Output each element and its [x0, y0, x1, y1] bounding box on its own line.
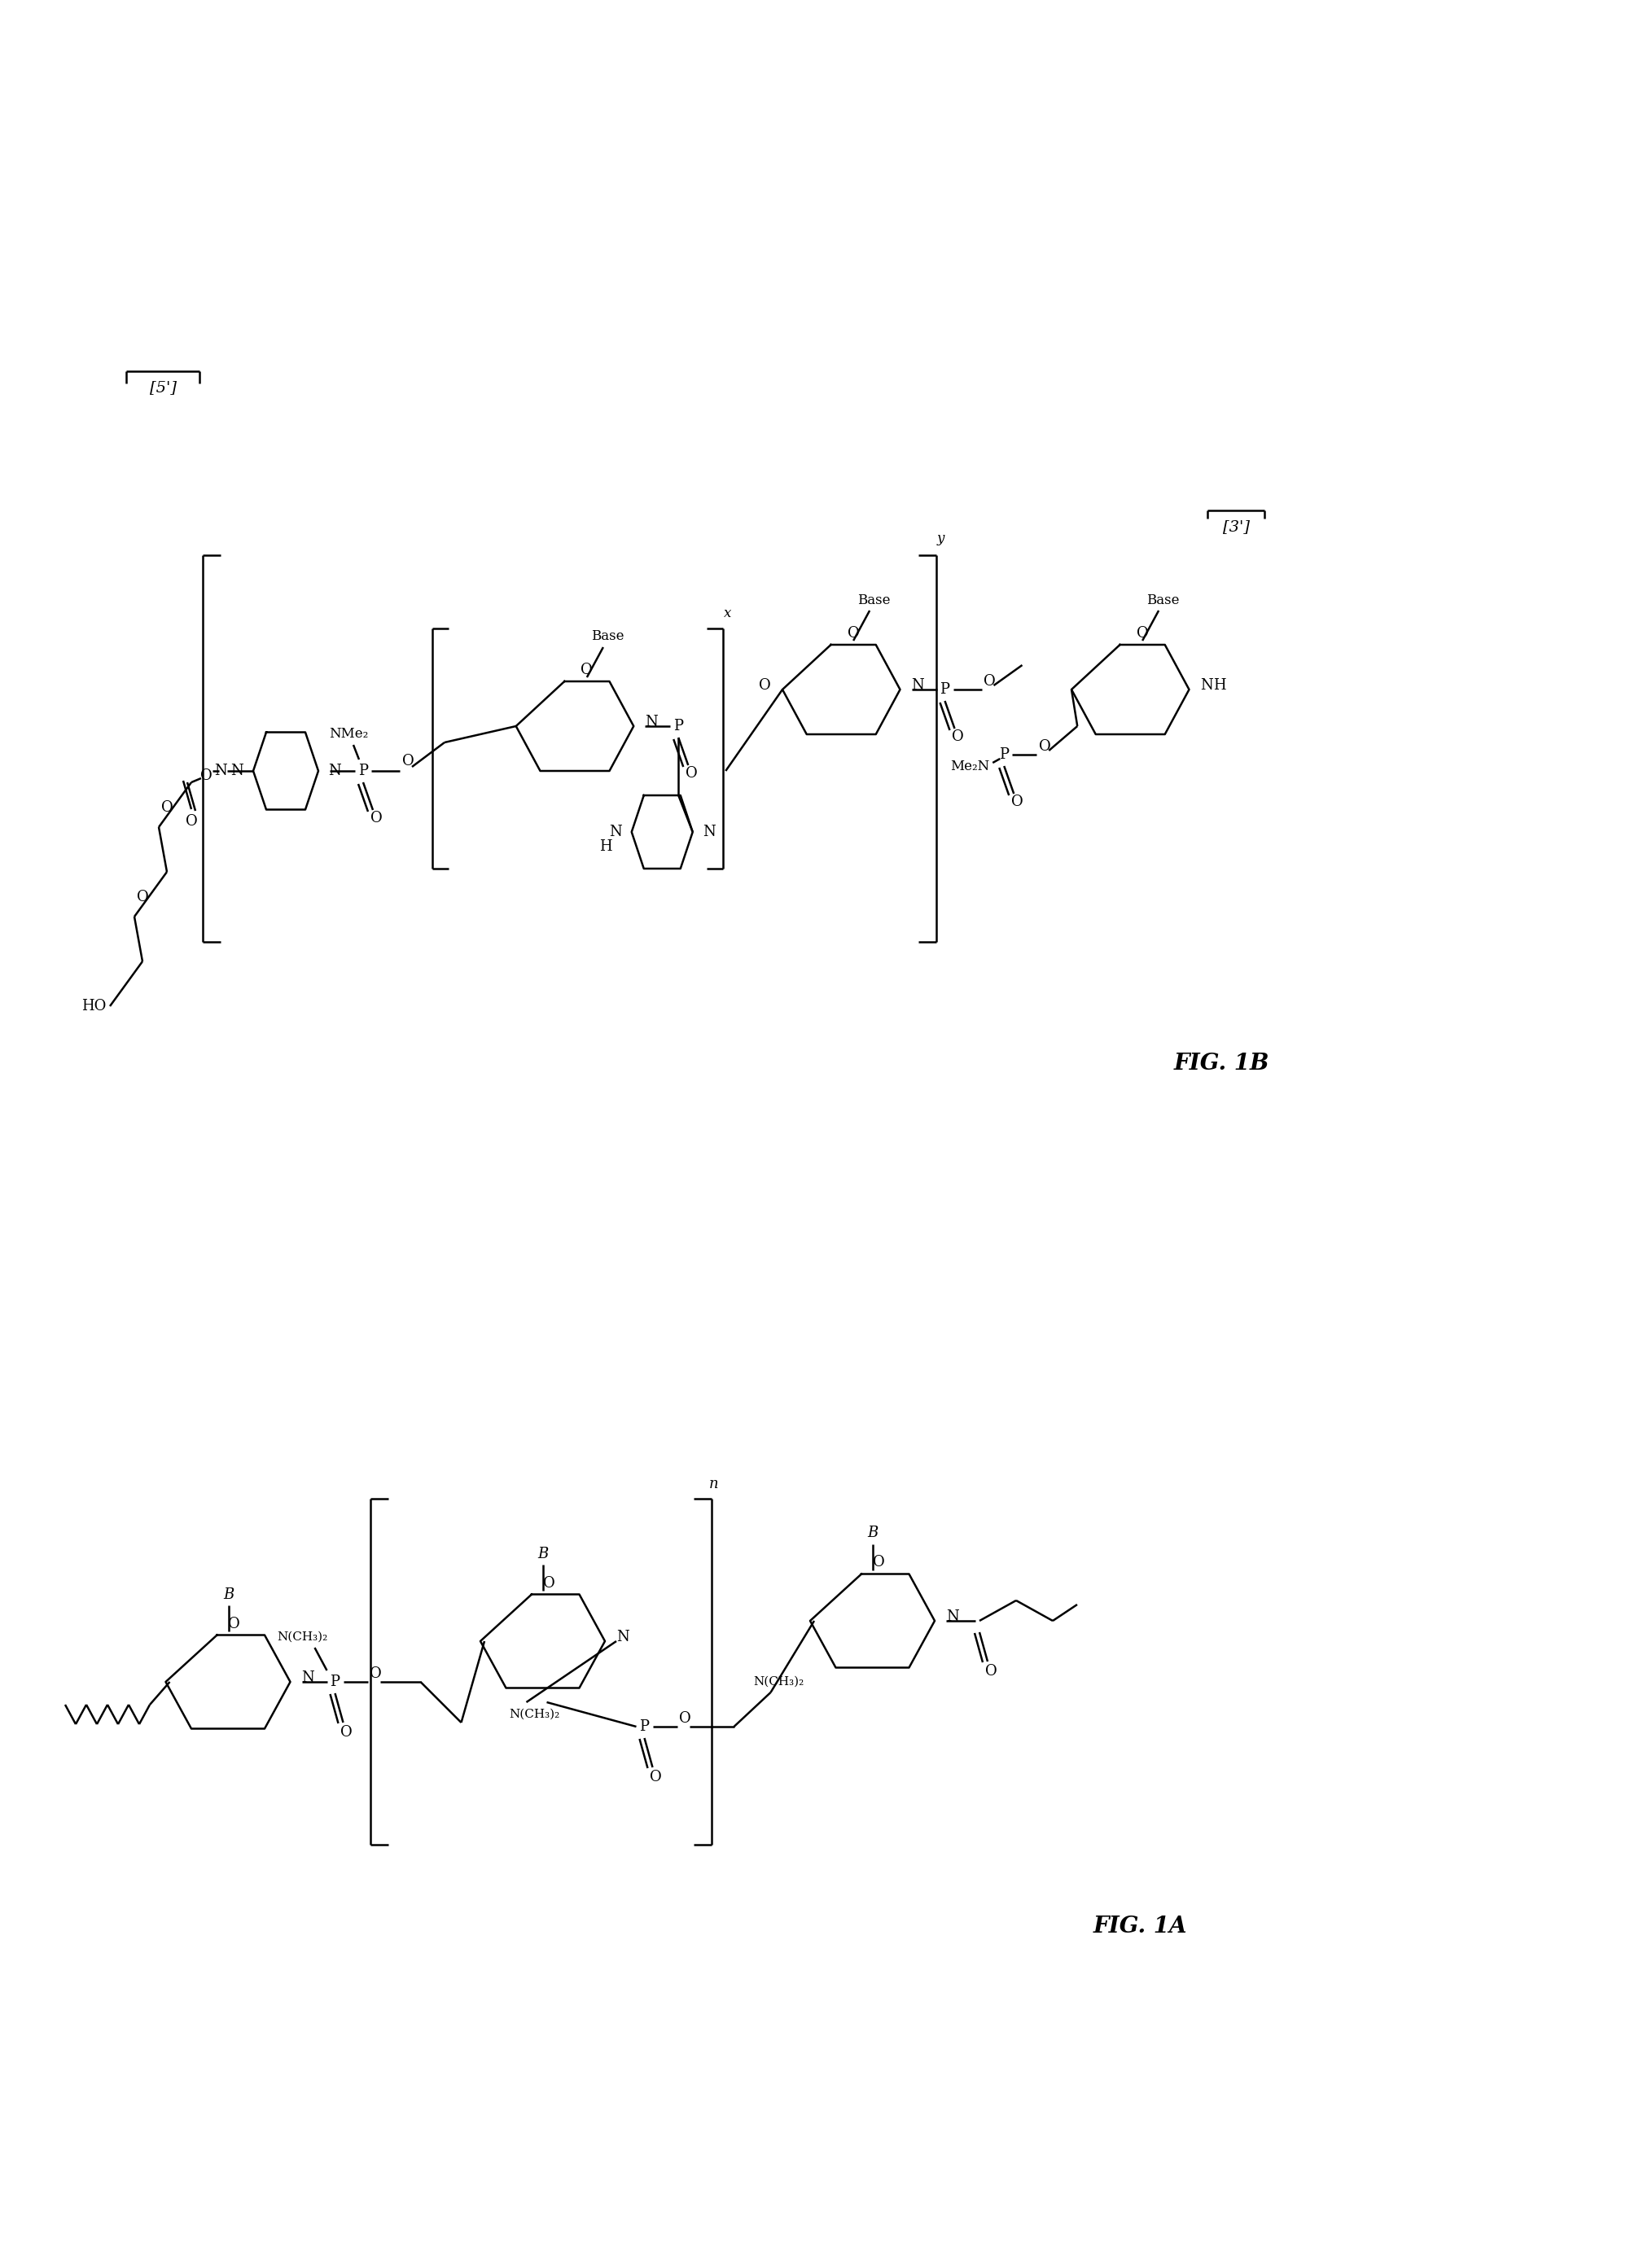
Text: N: N [945, 1610, 958, 1624]
Text: B: B [867, 1526, 879, 1540]
Text: Me₂N: Me₂N [950, 760, 989, 773]
Text: N: N [616, 1631, 629, 1644]
Text: P: P [331, 1674, 341, 1690]
Text: N: N [302, 1672, 315, 1685]
Text: P: P [639, 1719, 649, 1735]
Text: O: O [228, 1617, 240, 1631]
Text: O: O [137, 889, 148, 905]
Text: O: O [403, 753, 414, 769]
Text: [5']: [5'] [150, 381, 176, 395]
Text: B: B [223, 1588, 235, 1601]
Text: O: O [370, 812, 381, 826]
Text: O: O [161, 801, 173, 814]
Text: N: N [703, 826, 716, 839]
Text: n: n [709, 1476, 719, 1492]
Text: O: O [872, 1556, 885, 1569]
Text: O: O [580, 662, 593, 678]
Text: Base: Base [590, 631, 624, 644]
Text: N: N [1201, 678, 1213, 692]
Text: N: N [214, 764, 227, 778]
Text: O: O [952, 730, 963, 744]
Text: N: N [645, 714, 659, 730]
Text: P: P [673, 719, 683, 733]
Text: O: O [341, 1726, 352, 1740]
Text: y: y [937, 533, 944, 547]
Text: O: O [1011, 794, 1024, 810]
Text: N: N [328, 764, 341, 778]
Text: [3']: [3'] [1222, 519, 1250, 533]
Text: P: P [359, 764, 368, 778]
Text: N(CH₃)₂: N(CH₃)₂ [753, 1676, 804, 1687]
Text: O: O [985, 1665, 998, 1678]
Text: FIG. 1B: FIG. 1B [1174, 1052, 1270, 1075]
Text: FIG. 1A: FIG. 1A [1092, 1914, 1187, 1937]
Text: x: x [724, 608, 732, 621]
Text: N(CH₃)₂: N(CH₃)₂ [277, 1631, 328, 1642]
Text: HO: HO [82, 998, 106, 1014]
Text: O: O [650, 1769, 662, 1785]
Text: Base: Base [857, 592, 890, 608]
Text: O: O [760, 678, 771, 692]
Text: O: O [848, 626, 859, 640]
Text: H: H [1214, 678, 1226, 692]
Text: O: O [200, 769, 212, 782]
Text: B: B [538, 1547, 549, 1560]
Text: O: O [680, 1710, 691, 1726]
Text: N(CH₃)₂: N(CH₃)₂ [509, 1708, 559, 1719]
Text: H: H [600, 839, 611, 855]
Text: O: O [686, 767, 698, 780]
Text: O: O [543, 1576, 554, 1590]
Text: P: P [941, 683, 950, 696]
Text: O: O [983, 674, 996, 689]
Text: NMe₂: NMe₂ [329, 728, 368, 742]
Text: O: O [370, 1667, 381, 1681]
Text: Base: Base [1146, 592, 1178, 608]
Text: N: N [230, 764, 243, 778]
Text: N: N [911, 678, 924, 692]
Text: O: O [1038, 739, 1051, 753]
Text: O: O [186, 814, 197, 828]
Text: P: P [999, 748, 1009, 762]
Text: N: N [610, 826, 621, 839]
Text: O: O [1136, 626, 1149, 640]
